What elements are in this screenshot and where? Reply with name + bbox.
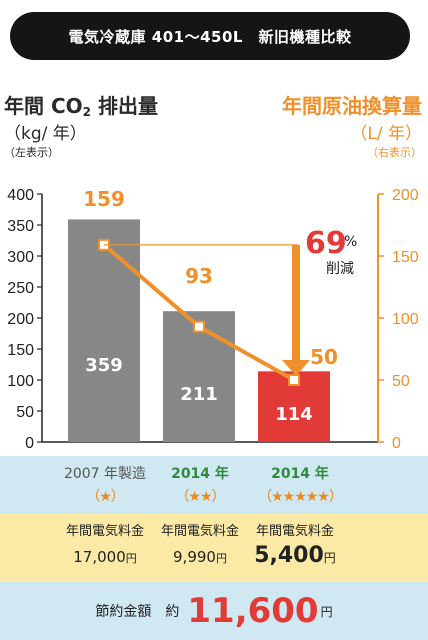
right-axis-unit: （L/ 年） [350,124,422,144]
reduction-percent: 69 [305,226,347,261]
chart: 0 50 100 150 200 250 300 350 400 0 50 100 150 200 359… [7,187,419,452]
saving-unit: 円 [320,604,333,619]
right-tick-label: 150 [392,249,419,266]
oil-value-label: 93 [185,264,213,288]
star-rating: （★★★★★） [258,489,343,505]
co2-bar-label: 211 [180,384,218,405]
year-col-3: 2014 年 （★★★★★） [240,463,360,506]
cost-label: 年間電気料金 [255,524,334,539]
right-tick-label: 100 [392,311,419,328]
year-row [0,456,428,514]
year-col-1: 2007 年製造 （★） [55,463,155,506]
year-col-2: 2014 年 （★★） [150,463,250,506]
right-axis-title-main: 年間原油換算量 [282,94,422,118]
left-axis-title-main: 年間 CO [4,94,83,118]
saving-prefix: 約 [165,604,180,620]
oil-value-label: 50 [310,345,338,369]
page-title: 電気冷蔵庫 401〜450L 新旧機種比較 [10,12,410,60]
left-tick-label: 50 [16,404,34,421]
left-tick-label: 350 [7,218,34,235]
cost-col-3: 年間電気料金 5,400円 [245,520,345,568]
right-axis-note: （右表示） [367,146,422,159]
co2-bar [68,219,140,442]
left-tick-label: 200 [7,311,34,328]
left-axis-title-sub: 2 [82,105,92,119]
cost-label: 年間電気料金 [65,524,144,539]
left-tick-label: 400 [7,187,34,204]
oil-value-label: 159 [83,187,125,211]
star-rating: （★） [86,489,125,505]
left-tick-label: 100 [7,373,34,390]
oil-point [288,374,300,386]
right-tick-label: 0 [392,435,401,452]
left-tick-label: 0 [25,435,34,452]
cost-row [0,514,428,582]
cost-value: 9,990円 [173,548,227,566]
year-label: 2014 年 [171,466,229,482]
left-tick-label: 250 [7,280,34,297]
saving-label: 節約金額 [95,604,152,620]
reduction-arrow-shaft [292,244,300,362]
saving-row [0,582,428,640]
co2-bar-label: 114 [275,404,313,425]
co2-bar [163,311,235,442]
cost-value: 17,000円 [73,548,137,566]
left-tick-label: 150 [7,342,34,359]
reduction-percent-sign: % [344,234,357,250]
year-label: 2014 年 [271,466,329,482]
reduction-arrow-head [282,360,310,376]
left-tick-label: 300 [7,249,34,266]
reduction-label: 削減 [326,260,354,277]
co2-bar-label: 359 [85,355,123,376]
left-axis-title-tail: 排出量 [91,94,158,118]
cost-col-2: 年間電気料金 9,990円 [150,520,250,566]
cost-label: 年間電気料金 [160,524,239,539]
right-tick-label: 50 [392,373,410,390]
left-axis-note: （左表示） [4,146,59,159]
oil-point [193,320,205,333]
cost-value: 5,400円 [254,543,336,568]
saving-amount: 11,600 [187,591,319,631]
cost-col-1: 年間電気料金 17,000円 [55,520,155,566]
right-axis-title: 年間原油換算量 （L/ 年） （右表示） [282,90,422,160]
year-label: 2007 年製造 [63,466,147,482]
left-axis-unit: （kg/ 年） [4,124,87,144]
saving-summary: 節約金額 約 11,600 円 [0,582,428,640]
left-axis-title: 年間 CO2 排出量 （kg/ 年） （左表示） [4,90,158,160]
star-rating: （★★） [175,489,225,505]
right-tick-label: 200 [392,187,419,204]
